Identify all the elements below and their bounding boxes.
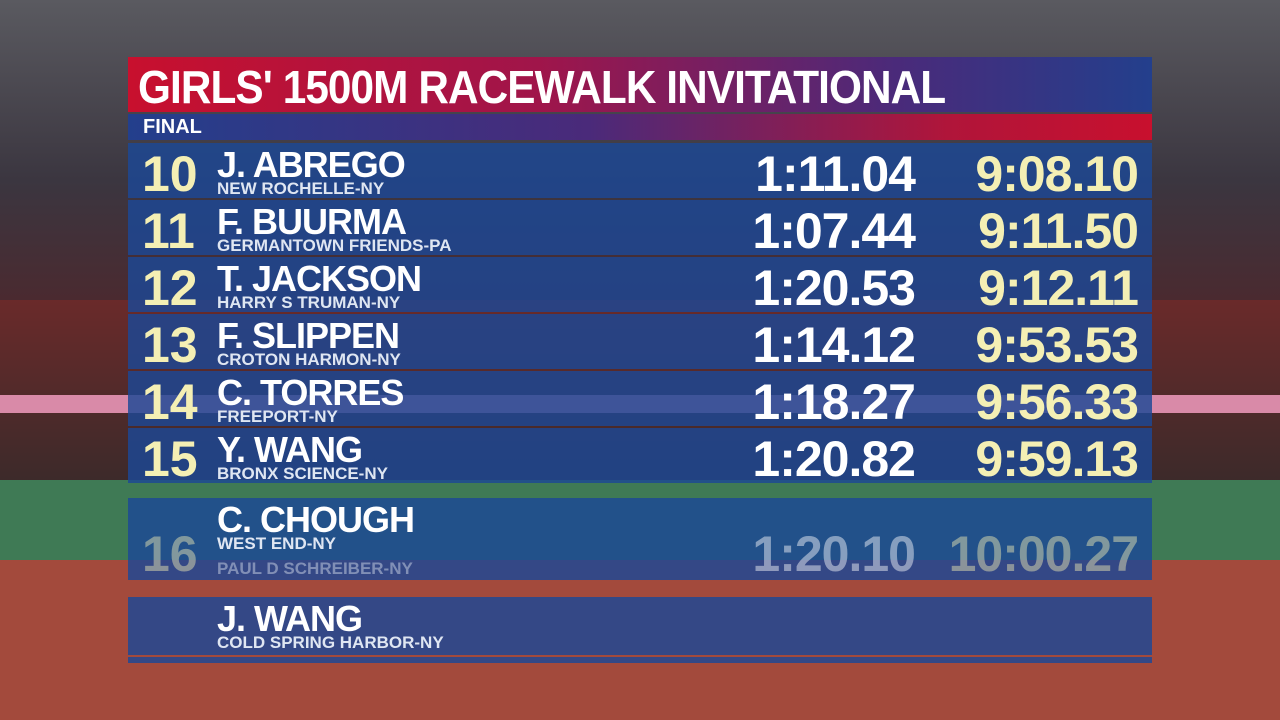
- school: HARRY S TRUMAN-NY: [217, 293, 401, 312]
- split: 1:20.10: [752, 526, 916, 582]
- name: T. JACKSON: [217, 258, 422, 299]
- result-row: 15 Y. WANG BRONX SCIENCE-NY 1:20.82 9:59.13: [128, 428, 1152, 487]
- place: 12: [142, 260, 198, 316]
- incoming-row: J. WANG COLD SPRING HARBOR-NY: [128, 597, 1152, 655]
- name: C. CHOUGH: [217, 499, 415, 540]
- name: C. TORRES: [217, 372, 404, 413]
- result-row: 13 F. SLIPPEN CROTON HARMON-NY 1:14.12 9:53.…: [128, 314, 1152, 373]
- name: J. ABREGO: [217, 144, 406, 185]
- time: 9:08.10: [975, 146, 1139, 202]
- school: CROTON HARMON-NY: [217, 350, 401, 369]
- split: 1:20.82: [752, 431, 916, 487]
- school: PAUL D SCHREIBER-NY: [217, 559, 413, 578]
- result-row: 12 T. JACKSON HARRY S TRUMAN-NY 1:20.53 9:12…: [128, 257, 1152, 316]
- place: 11: [142, 203, 195, 259]
- name: J. WANG: [217, 598, 363, 639]
- split: 1:18.27: [752, 374, 916, 430]
- subtitle: FINAL: [143, 116, 202, 138]
- time: 9:56.33: [975, 374, 1139, 430]
- name: Y. WANG: [217, 429, 363, 470]
- time: 9:12.11: [978, 260, 1139, 316]
- split: 1:20.53: [752, 260, 916, 316]
- outgoing-row: 16 PAUL D SCHREIBER-NY 1:20.10 10:00.27: [128, 523, 1152, 582]
- incoming-row: 16 PAUL D SCHREIBER-NY 1:20.10 10:00.27 C. C…: [128, 498, 1152, 582]
- time: 10:00.27: [948, 526, 1139, 582]
- name: F. BUURMA: [217, 201, 407, 242]
- result-row: 11 F. BUURMA GERMANTOWN FRIENDS-PA 1:07.44 9…: [128, 200, 1152, 259]
- split: 1:07.44: [752, 203, 916, 259]
- split: 1:11.04: [755, 146, 916, 202]
- title: GIRLS' 1500M RACEWALK INVITATIONAL: [138, 61, 946, 113]
- school: BRONX SCIENCE-NY: [217, 464, 388, 483]
- place: 14: [142, 374, 198, 430]
- school: WEST END-NY: [217, 534, 336, 553]
- name: F. SLIPPEN: [217, 315, 400, 356]
- time: 9:53.53: [975, 317, 1139, 373]
- title-bar: GIRLS' 1500M RACEWALK INVITATIONAL: [128, 57, 1152, 113]
- time: 9:11.50: [978, 203, 1139, 259]
- result-row: 10 J. ABREGO NEW ROCHELLE-NY 1:11.04 9:08.10: [128, 143, 1152, 202]
- school: FREEPORT-NY: [217, 407, 338, 426]
- school: COLD SPRING HARBOR-NY: [217, 633, 444, 652]
- subtitle-bar: FINAL: [128, 114, 1152, 140]
- place: 15: [142, 431, 198, 487]
- place: 10: [142, 146, 198, 202]
- place: 13: [142, 317, 198, 373]
- result-row: 14 C. TORRES FREEPORT-NY 1:18.27 9:56.33: [128, 371, 1152, 430]
- split: 1:14.12: [752, 317, 916, 373]
- time: 9:59.13: [975, 431, 1139, 487]
- place: 16: [142, 526, 198, 582]
- school: NEW ROCHELLE-NY: [217, 179, 385, 198]
- next-row: [128, 657, 1152, 663]
- school: GERMANTOWN FRIENDS-PA: [217, 236, 452, 255]
